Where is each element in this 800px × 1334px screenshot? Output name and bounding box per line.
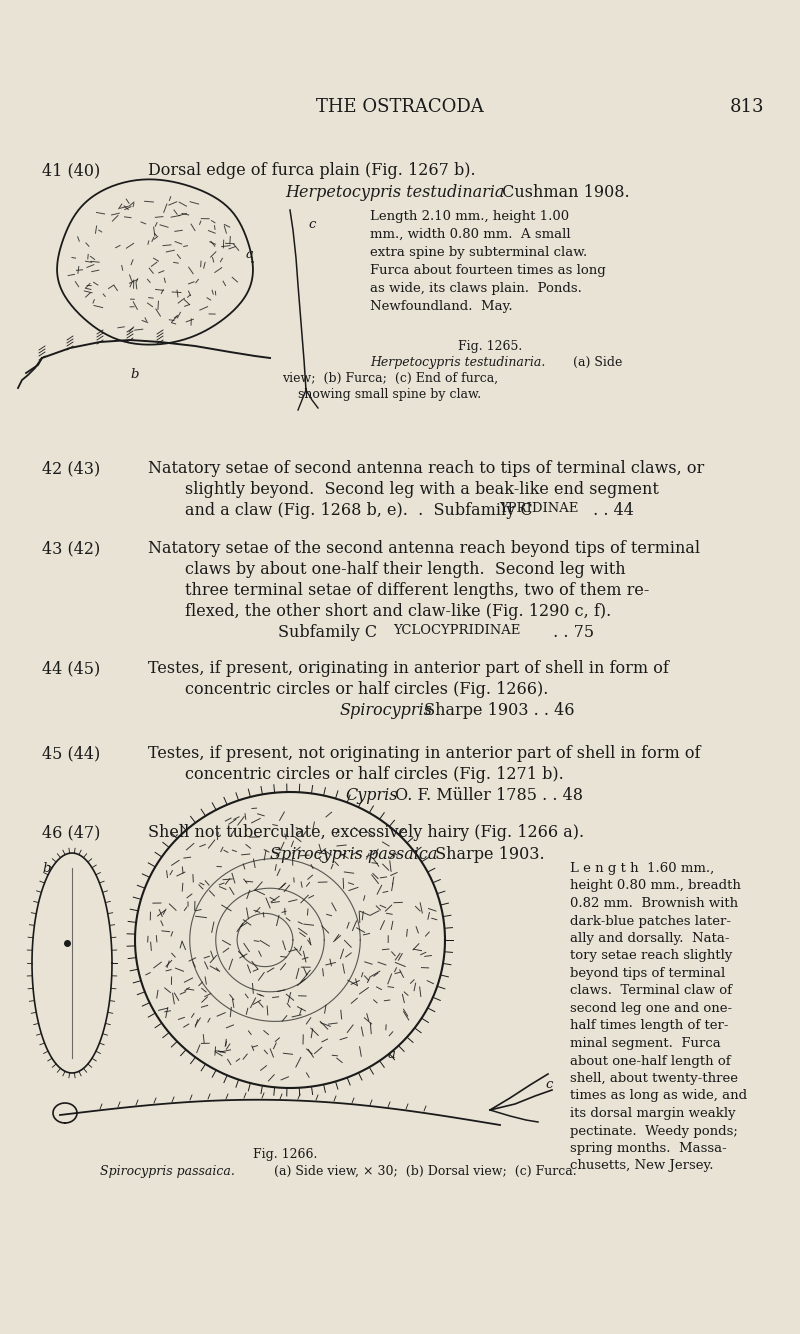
Text: Spirocypris: Spirocypris — [340, 702, 433, 719]
Text: YCLOCYPRIDINAE: YCLOCYPRIDINAE — [393, 624, 520, 638]
Text: 43 (42): 43 (42) — [42, 540, 100, 558]
Text: Sharpe 1903.: Sharpe 1903. — [430, 846, 545, 863]
Text: height 0.80 mm., breadth: height 0.80 mm., breadth — [570, 879, 741, 892]
Text: mm., width 0.80 mm.  A small: mm., width 0.80 mm. A small — [370, 228, 570, 241]
Text: (a) Side view, × 30;  (b) Dorsal view;  (c) Furca.: (a) Side view, × 30; (b) Dorsal view; (c… — [266, 1165, 577, 1178]
Text: dark-blue patches later-: dark-blue patches later- — [570, 915, 731, 927]
Text: claws by about one-half their length.  Second leg with: claws by about one-half their length. Se… — [185, 562, 626, 578]
Text: Subfamily C: Subfamily C — [278, 624, 377, 642]
Text: concentric circles or half circles (Fig. 1266).: concentric circles or half circles (Fig.… — [185, 680, 548, 698]
Text: Testes, if present, originating in anterior part of shell in form of: Testes, if present, originating in anter… — [148, 660, 669, 676]
Text: 0.82 mm.  Brownish with: 0.82 mm. Brownish with — [570, 896, 738, 910]
Text: (a) Side: (a) Side — [565, 356, 622, 370]
Text: 41 (40): 41 (40) — [42, 161, 100, 179]
Text: spring months.  Massa-: spring months. Massa- — [570, 1142, 726, 1155]
Text: times as long as wide, and: times as long as wide, and — [570, 1090, 747, 1102]
Text: YPRIDINAE: YPRIDINAE — [499, 502, 578, 515]
Text: . . 75: . . 75 — [548, 624, 594, 642]
Text: claws.  Terminal claw of: claws. Terminal claw of — [570, 984, 732, 998]
Text: a: a — [388, 1049, 396, 1061]
Text: Length 2.10 mm., height 1.00: Length 2.10 mm., height 1.00 — [370, 209, 569, 223]
Text: second leg one and one-: second leg one and one- — [570, 1002, 732, 1015]
Text: half times length of ter-: half times length of ter- — [570, 1019, 729, 1033]
Text: shell, about twenty-three: shell, about twenty-three — [570, 1073, 738, 1085]
Text: . . 44: . . 44 — [588, 502, 634, 519]
Text: b: b — [42, 862, 50, 875]
Text: about one-half length of: about one-half length of — [570, 1054, 730, 1067]
Text: as wide, its claws plain.  Ponds.: as wide, its claws plain. Ponds. — [370, 281, 582, 295]
Text: Natatory setae of second antenna reach to tips of terminal claws, or: Natatory setae of second antenna reach t… — [148, 460, 704, 478]
Text: Herpetocypris testudinaria: Herpetocypris testudinaria — [285, 184, 504, 201]
Text: Newfoundland.  May.: Newfoundland. May. — [370, 300, 513, 313]
Text: Sharpe 1903 . . 46: Sharpe 1903 . . 46 — [419, 702, 574, 719]
Text: 44 (45): 44 (45) — [42, 660, 100, 676]
Text: Testes, if present, not originating in anterior part of shell in form of: Testes, if present, not originating in a… — [148, 744, 701, 762]
Text: showing small spine by claw.: showing small spine by claw. — [298, 388, 482, 402]
Text: Shell not tuberculate, excessively hairy (Fig. 1266 a).: Shell not tuberculate, excessively hairy… — [148, 824, 584, 840]
Text: Dorsal edge of furca plain (Fig. 1267 b).: Dorsal edge of furca plain (Fig. 1267 b)… — [148, 161, 476, 179]
Text: tory setae reach slightly: tory setae reach slightly — [570, 950, 732, 963]
Text: 46 (47): 46 (47) — [42, 824, 100, 840]
Text: 45 (44): 45 (44) — [42, 744, 100, 762]
Text: c: c — [308, 217, 315, 231]
Text: flexed, the other short and claw-like (Fig. 1290 c, f).: flexed, the other short and claw-like (F… — [185, 603, 611, 620]
Text: THE OSTRACODA: THE OSTRACODA — [316, 97, 484, 116]
Text: beyond tips of terminal: beyond tips of terminal — [570, 967, 726, 980]
Text: Herpetocypris testudinaria.: Herpetocypris testudinaria. — [370, 356, 546, 370]
Text: slightly beyond.  Second leg with a beak-like end segment: slightly beyond. Second leg with a beak-… — [185, 482, 659, 498]
Text: a: a — [246, 248, 254, 261]
Text: Spirocypris passaica: Spirocypris passaica — [270, 846, 438, 863]
Text: chusetts, New Jersey.: chusetts, New Jersey. — [570, 1159, 714, 1173]
Text: Fig. 1265.: Fig. 1265. — [458, 340, 522, 354]
Text: L e n g t h  1.60 mm.,: L e n g t h 1.60 mm., — [570, 862, 714, 875]
Text: Fig. 1266.: Fig. 1266. — [253, 1149, 317, 1161]
Text: 813: 813 — [730, 97, 765, 116]
Text: Cushman 1908.: Cushman 1908. — [497, 184, 630, 201]
Text: view;  (b) Furca;  (c) End of furca,: view; (b) Furca; (c) End of furca, — [282, 372, 498, 386]
Text: and a claw (Fig. 1268 b, e).  .  Subfamily C: and a claw (Fig. 1268 b, e). . Subfamily… — [185, 502, 533, 519]
Text: three terminal setae of different lengths, two of them re-: three terminal setae of different length… — [185, 582, 650, 599]
Text: pectinate.  Weedy ponds;: pectinate. Weedy ponds; — [570, 1125, 738, 1138]
Text: ally and dorsally.  Nata-: ally and dorsally. Nata- — [570, 932, 730, 944]
Text: Natatory setae of the second antenna reach beyond tips of terminal: Natatory setae of the second antenna rea… — [148, 540, 700, 558]
Text: its dorsal margin weakly: its dorsal margin weakly — [570, 1107, 736, 1121]
Text: Spirocypris passaica.: Spirocypris passaica. — [100, 1165, 235, 1178]
Text: extra spine by subterminal claw.: extra spine by subterminal claw. — [370, 245, 587, 259]
Text: 42 (43): 42 (43) — [42, 460, 100, 478]
Text: O. F. Müller 1785 . . 48: O. F. Müller 1785 . . 48 — [390, 787, 583, 804]
Text: b: b — [130, 368, 138, 382]
Text: Furca about fourteen times as long: Furca about fourteen times as long — [370, 264, 606, 277]
Text: minal segment.  Furca: minal segment. Furca — [570, 1037, 721, 1050]
Text: concentric circles or half circles (Fig. 1271 b).: concentric circles or half circles (Fig.… — [185, 766, 564, 783]
Text: Cypris: Cypris — [345, 787, 398, 804]
Text: c: c — [545, 1078, 552, 1091]
